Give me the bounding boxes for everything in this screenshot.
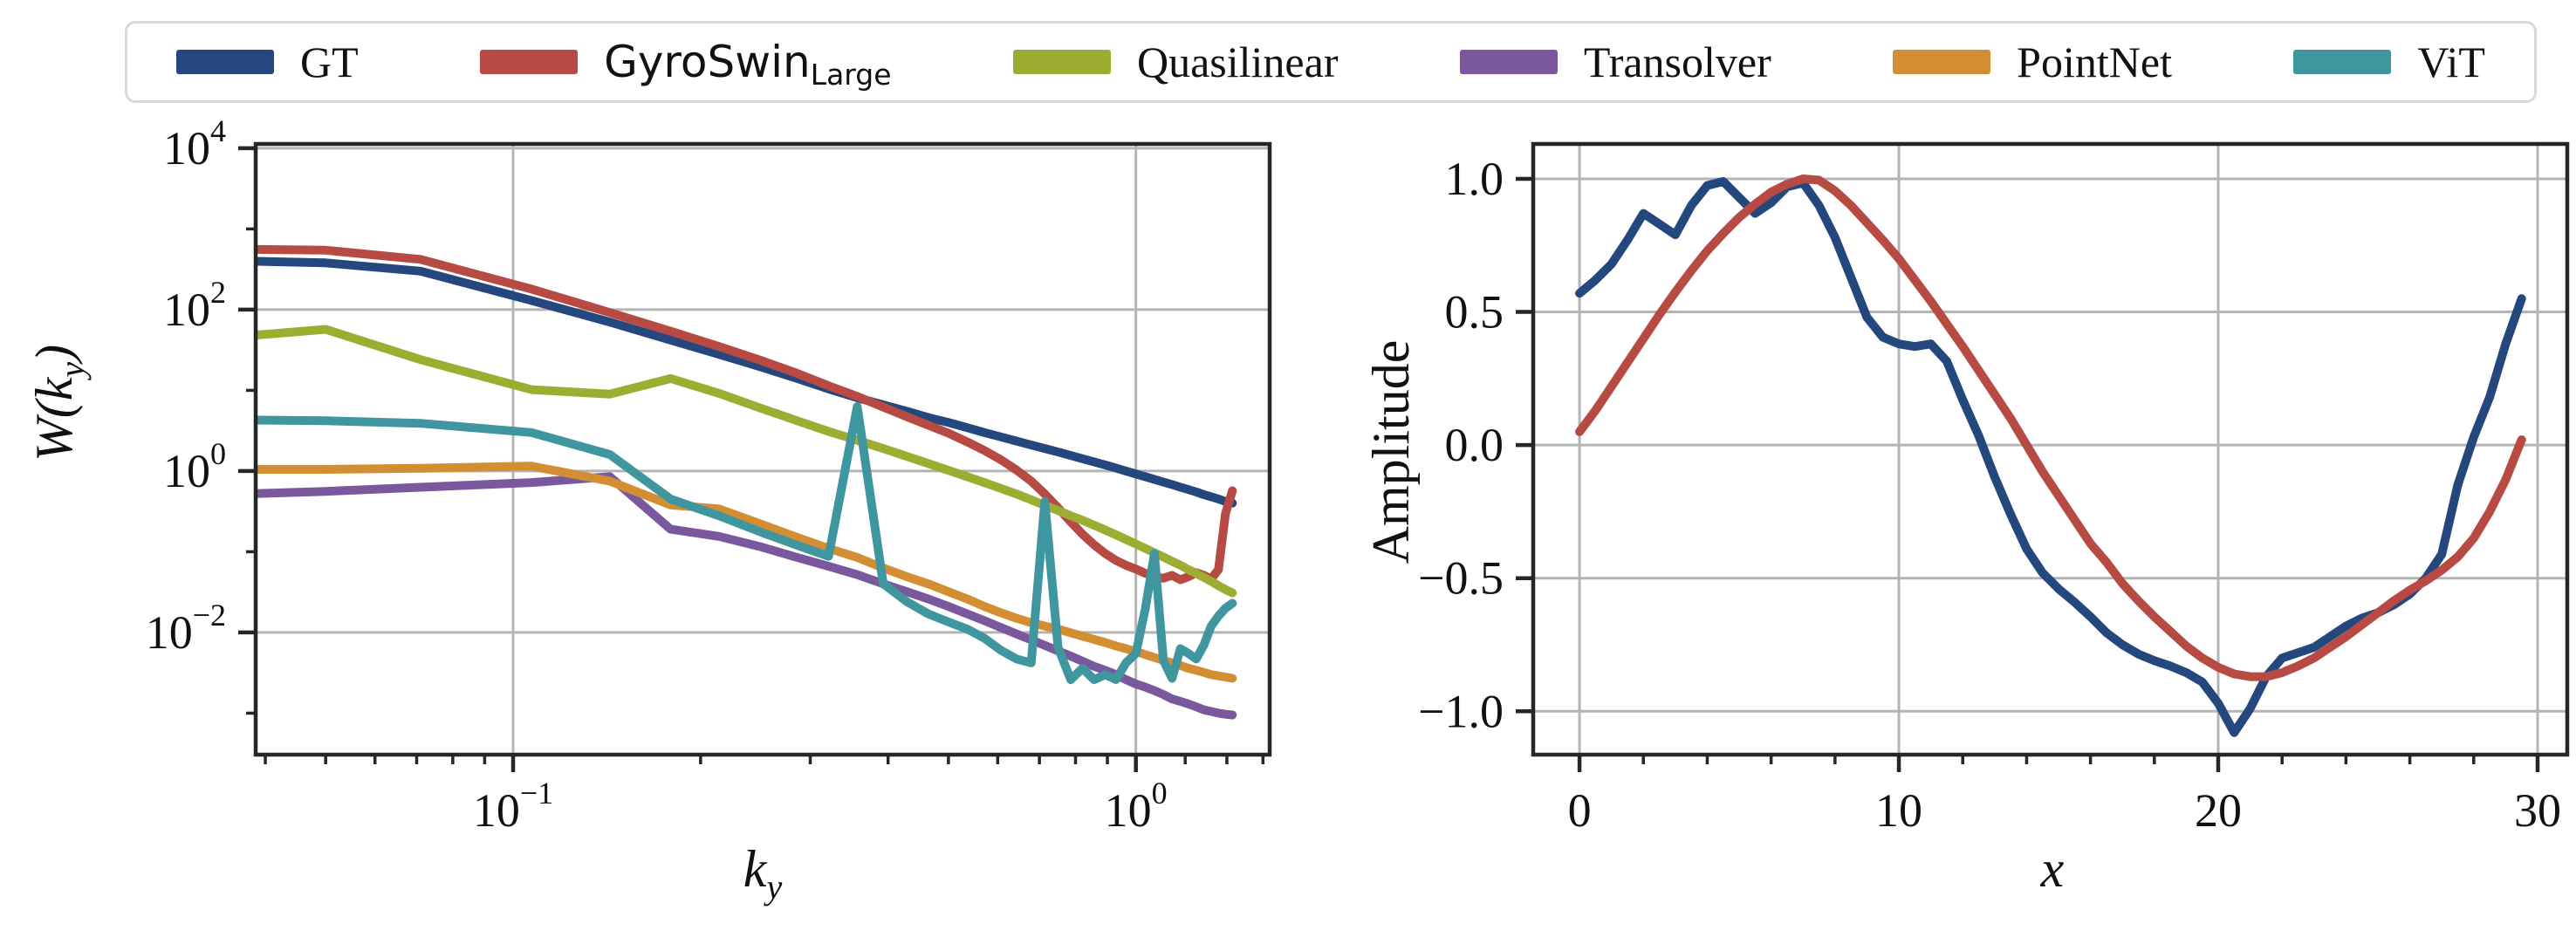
y-axis-label: W(ky) (25, 345, 92, 462)
tick-marks (238, 146, 1265, 772)
x-axis-label: ky (743, 840, 783, 906)
legend-swatch-pointnet (1893, 50, 1991, 74)
legend-item-transolver: Transolver (1459, 38, 1771, 86)
y-tick-label: 1.0 (1445, 153, 1504, 205)
series-line-pointnet (256, 462, 1237, 683)
y-tick-label: 10−2 (146, 598, 226, 659)
legend-swatch-gyroswin (480, 50, 579, 74)
grid-lines (256, 144, 1270, 755)
x-tick-label: 10−1 (473, 776, 553, 837)
legend-swatch-gt (176, 50, 274, 74)
legend-label-transolver: Transolver (1583, 38, 1771, 86)
tick-labels: 0 10 20 30 1.0 0.5 0.0 −0.5 −1.0 (1418, 153, 2561, 837)
x-tick-label: 20 (2195, 784, 2242, 837)
y-tick-label: 102 (163, 275, 226, 336)
legend: GT GyroSwinLarge Quasilinear Transolver Poin… (125, 21, 2537, 103)
series-lines (256, 244, 1237, 720)
tick-labels: 10−1 100 104 102 100 10−2 (146, 113, 1168, 837)
legend-swatch-transolver (1459, 50, 1558, 74)
series-line-gyroswin-large (1575, 174, 2526, 681)
series-line-vit (256, 402, 1237, 684)
grid-lines (1533, 144, 2567, 755)
legend-label-vit: ViT (2417, 38, 2485, 86)
legend-label-quasilinear: Quasilinear (1137, 38, 1339, 86)
y-tick-label: 0.0 (1445, 419, 1504, 471)
legend-item-pointnet: PointNet (1893, 40, 2172, 84)
series-line-gyroswin-large (256, 244, 1237, 585)
y-tick-label: 100 (163, 436, 226, 497)
legend-item-quasilinear: Quasilinear (1013, 40, 1338, 84)
series-line-transolver (256, 472, 1237, 720)
x-tick-label: 0 (1568, 784, 1592, 837)
x-axis-label: x (2040, 840, 2065, 898)
plot-spine (1531, 141, 2570, 757)
x-tick-label: 100 (1105, 776, 1168, 837)
amplitude-plot: 0 10 20 30 1.0 0.5 0.0 −0.5 −1.0 x Amplitude (1362, 141, 2570, 898)
legend-label-gt: GT (300, 38, 359, 86)
y-tick-label: −0.5 (1418, 552, 1504, 605)
legend-item-vit: ViT (2293, 40, 2485, 84)
x-tick-label: 30 (2514, 784, 2561, 837)
series-line-gt (1575, 177, 2526, 737)
legend-swatch-vit (2293, 50, 2392, 74)
plot-spine (253, 141, 1272, 757)
spectrum-plot: 10−1 100 104 102 100 10−2 ky W(ky) (25, 113, 1272, 906)
tick-marks (1516, 176, 2540, 772)
legend-item-gyroswin: GyroSwinLarge (480, 37, 892, 92)
series-lines (1575, 174, 2526, 737)
legend-label-pointnet: PointNet (2017, 38, 2172, 86)
y-tick-label: 104 (163, 113, 226, 174)
y-tick-label: 0.5 (1445, 286, 1504, 339)
y-tick-label: −1.0 (1418, 685, 1504, 737)
legend-label-gyroswin: GyroSwinLarge (604, 37, 892, 92)
legend-item-gt: GT (176, 40, 359, 84)
series-line-gt (256, 256, 1237, 508)
x-tick-label: 10 (1875, 784, 1922, 837)
y-axis-label: Amplitude (1362, 340, 1420, 564)
legend-swatch-quasilinear (1013, 50, 1111, 74)
